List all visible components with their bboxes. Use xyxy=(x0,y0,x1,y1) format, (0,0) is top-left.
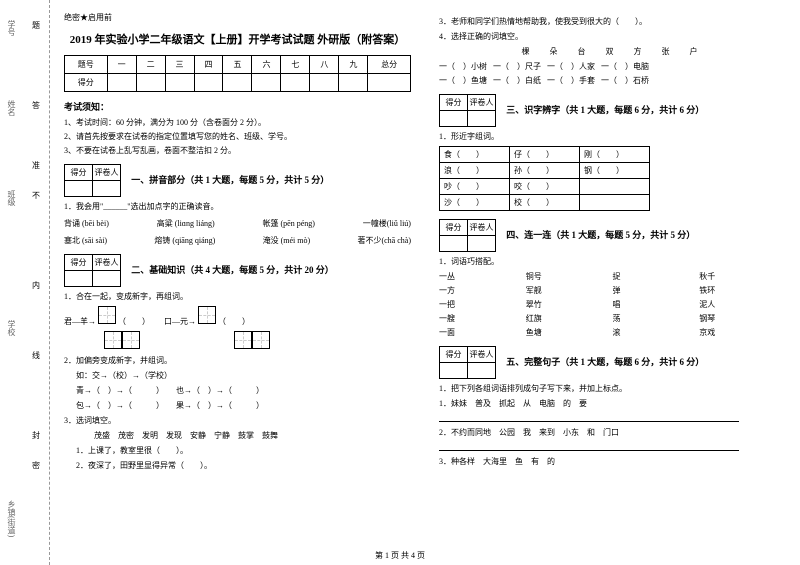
fill-line: 1．上课了，教室里很（ ）。 xyxy=(64,445,411,456)
question-stem: 1．合在一起，变成新字，再组词。 xyxy=(64,291,411,302)
pinyin-row: 背诵 (bēi bèi) 高粱 (liɑng liáng) 帐篷 (pēn pé… xyxy=(64,218,411,229)
fill-line: 2．夜深了，田野里显得异常（ ）。 xyxy=(64,460,411,471)
match-row: 一艘红旗荡钢琴 xyxy=(439,313,786,324)
question-stem: 2．加偏旁变成新字，并组词。 xyxy=(64,355,411,366)
notice-heading: 考试须知： xyxy=(64,100,411,113)
notice-item: 2、请首先按要求在试卷的指定位置填写您的姓名、班级、学号。 xyxy=(64,131,411,142)
gutter-label: 学号 xyxy=(6,20,17,36)
char-table: 食（ ）仔（ ）刚（ ） 浪（ ）孙（ ）钢（ ） 吵（ ）咬（ ） 沙（ ）校… xyxy=(439,146,650,211)
pinyin-row: 塞北 (sāi sài) 熔铸 (qiāng qiáng) 淹没 (méi mò… xyxy=(64,235,411,246)
measure-row: 一（ ）小树 一（ ）尺子 一（ ）人家 一（ ）电脑 xyxy=(439,61,786,72)
section-header: 得分评卷人 二、基础知识（共 4 大题，每题 5 分，共计 20 分） xyxy=(64,254,411,287)
section-title: 四、连一连（共 1 大题，每题 5 分，共计 5 分） xyxy=(506,228,695,241)
right-column: 3．老师和同学们热情地帮助我，使我受到很大的（ ）。 4．选择正确的词填空。 棵… xyxy=(425,0,800,565)
exam-title: 2019 年实验小学二年级语文【上册】开学考试试题 外研版（附答案） xyxy=(64,31,411,47)
binding-gutter: 学号 姓名 班级 学校 乡镇(街道) 题 答 准 不 内 线 封 密 xyxy=(0,0,50,565)
section-header: 得分评卷人 三、识字辨字（共 1 大题，每题 6 分，共计 6 分） xyxy=(439,94,786,127)
section-header: 得分评卷人 四、连一连（共 1 大题，每题 5 分，共计 5 分） xyxy=(439,219,786,252)
question-stem: 1．形近字组词。 xyxy=(439,131,786,142)
section-title: 三、识字辨字（共 1 大题，每题 6 分，共计 6 分） xyxy=(506,103,704,116)
score-mini-table: 得分评卷人 xyxy=(439,346,496,379)
exam-page: 学号 姓名 班级 学校 乡镇(街道) 题 答 准 不 内 线 封 密 绝密★启用… xyxy=(0,0,800,565)
page-footer: 第 1 页 共 4 页 xyxy=(0,550,800,561)
table-row: 得分 xyxy=(65,74,411,92)
word-bank: 茂盛 茂密 发明 发现 安静 宁静 鼓掌 鼓舞 xyxy=(64,430,411,441)
score-mini-table: 得分评卷人 xyxy=(439,94,496,127)
gutter-mark: 不 xyxy=(32,190,40,201)
score-mini-table: 得分评卷人 xyxy=(64,164,121,197)
gutter-mark: 答 xyxy=(32,100,40,111)
question-stem: 1．词语巧搭配。 xyxy=(439,256,786,267)
word-bank: 棵 朵 台 双 方 张 户 xyxy=(439,46,786,57)
left-column: 绝密★启用前 2019 年实验小学二年级语文【上册】开学考试试题 外研版（附答案… xyxy=(50,0,425,565)
gutter-mark: 内 xyxy=(32,280,40,291)
table-row: 题号 一 二 三 四 五 六 七 八 九 总分 xyxy=(65,56,411,74)
score-mini-table: 得分评卷人 xyxy=(439,219,496,252)
fill-line: 包→（ ）→（ ） 果→（ ）→（ ） xyxy=(64,400,411,411)
sentence-words: 2．不约而同地 公园 我 来到 小东 和 门口 xyxy=(439,427,786,438)
match-row: 一方军舰弹铁环 xyxy=(439,285,786,296)
question-stem: 1．我会用"______"选出加点字的正确读音。 xyxy=(64,201,411,212)
compose-row xyxy=(64,331,411,351)
gutter-label: 学校 xyxy=(6,320,17,336)
match-row: 一把翠竹唱泥人 xyxy=(439,299,786,310)
tianzige-cell[interactable] xyxy=(198,306,216,324)
fill-line: 3．老师和同学们热情地帮助我，使我受到很大的（ ）。 xyxy=(439,16,786,27)
gutter-mark: 线 xyxy=(32,350,40,361)
section-header: 得分评卷人 一、拼音部分（共 1 大题，每题 5 分，共计 5 分） xyxy=(64,164,411,197)
gutter-mark: 封 xyxy=(32,430,40,441)
compose-row: 君—羊→ （ ） 口—元→ （ ） xyxy=(64,306,411,327)
sentence-words: 3．种各样 大海里 鱼 有 的 xyxy=(439,456,786,467)
gutter-mark: 准 xyxy=(32,160,40,171)
secret-label: 绝密★启用前 xyxy=(64,12,411,23)
match-row: 一丛铜号捉秋千 xyxy=(439,271,786,282)
question-stem: 3．选词填空。 xyxy=(64,415,411,426)
notice-item: 3、不要在试卷上乱写乱画，卷面不整洁扣 2 分。 xyxy=(64,145,411,156)
section-title: 五、完整句子（共 1 大题，每题 6 分，共计 6 分） xyxy=(506,355,704,368)
gutter-mark: 题 xyxy=(32,20,40,31)
section-title: 一、拼音部分（共 1 大题，每题 5 分，共计 5 分） xyxy=(131,173,329,186)
notice-item: 1、考试时间：60 分钟，满分为 100 分（含卷面分 2 分）。 xyxy=(64,117,411,128)
answer-line[interactable] xyxy=(439,441,786,453)
answer-line[interactable] xyxy=(439,412,786,424)
measure-row: 一（ ）鱼塘 一（ ）白纸 一（ ）手套 一（ ）石桥 xyxy=(439,75,786,86)
gutter-label: 姓名 xyxy=(6,100,17,116)
question-stem: 1．把下列各组词语排列成句子写下来，并加上标点。 xyxy=(439,383,786,394)
gutter-mark: 密 xyxy=(32,460,40,471)
gutter-label: 乡镇(街道) xyxy=(6,500,17,537)
match-row: 一面鱼塘滚京戏 xyxy=(439,327,786,338)
score-table: 题号 一 二 三 四 五 六 七 八 九 总分 得分 xyxy=(64,55,411,92)
section-title: 二、基础知识（共 4 大题，每题 5 分，共计 20 分） xyxy=(131,263,334,276)
tianzige-cell[interactable] xyxy=(98,306,116,324)
section-header: 得分评卷人 五、完整句子（共 1 大题，每题 6 分，共计 6 分） xyxy=(439,346,786,379)
gutter-label: 班级 xyxy=(6,190,17,206)
score-mini-table: 得分评卷人 xyxy=(64,254,121,287)
question-stem: 4．选择正确的词填空。 xyxy=(439,31,786,42)
fill-line: 青→（ ）→（ ） 也→（ ）→（ ） xyxy=(64,385,411,396)
sentence-words: 1．妹妹 普及 抓起 从 电脑 的 要 xyxy=(439,398,786,409)
example: 如：交→（校）→（学校） xyxy=(64,370,411,381)
